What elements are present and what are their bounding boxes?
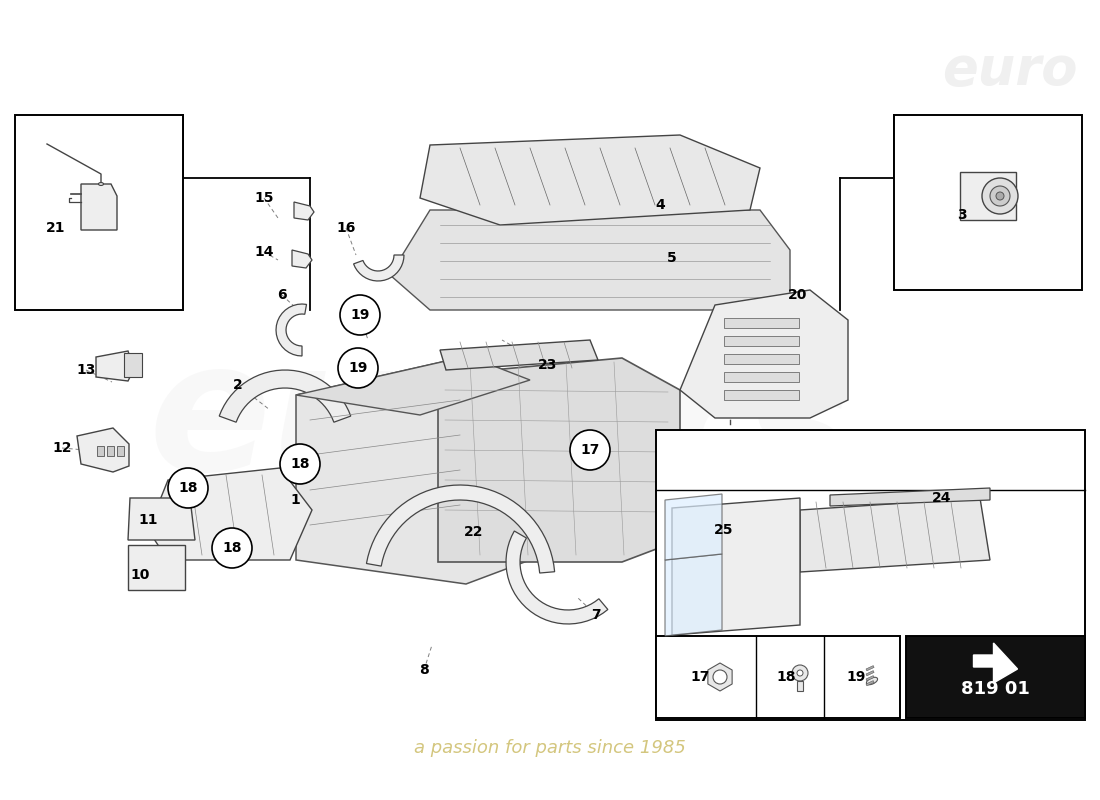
- Text: 819 01: 819 01: [961, 680, 1030, 698]
- Text: 16: 16: [337, 221, 355, 235]
- Polygon shape: [680, 290, 848, 418]
- Text: 13: 13: [76, 363, 96, 377]
- Text: 15: 15: [254, 191, 274, 205]
- Bar: [117, 446, 124, 456]
- Text: 11: 11: [139, 513, 157, 527]
- Polygon shape: [96, 351, 134, 381]
- Text: euro: euro: [148, 332, 612, 508]
- Text: 17: 17: [581, 443, 600, 457]
- Circle shape: [713, 670, 727, 684]
- Text: 4: 4: [656, 198, 664, 212]
- Circle shape: [792, 665, 808, 681]
- Polygon shape: [672, 498, 800, 635]
- Polygon shape: [438, 358, 680, 562]
- Circle shape: [168, 468, 208, 508]
- Text: 7: 7: [591, 608, 601, 622]
- Text: a passion for parts since 1985: a passion for parts since 1985: [414, 739, 686, 757]
- Text: 20: 20: [789, 288, 807, 302]
- Bar: [97, 446, 104, 456]
- Polygon shape: [296, 356, 530, 415]
- Text: 22: 22: [464, 525, 484, 539]
- Bar: [15, 115, 183, 310]
- Polygon shape: [666, 554, 722, 636]
- Polygon shape: [440, 340, 598, 370]
- Polygon shape: [390, 210, 790, 310]
- Text: 21: 21: [46, 221, 66, 235]
- Text: 8: 8: [419, 663, 429, 677]
- Bar: [724, 318, 799, 328]
- Polygon shape: [353, 255, 404, 281]
- Text: 18: 18: [777, 670, 795, 684]
- Bar: [894, 115, 1082, 290]
- Circle shape: [340, 295, 379, 335]
- Circle shape: [990, 186, 1010, 206]
- Text: 14: 14: [254, 245, 274, 259]
- Text: 19: 19: [350, 308, 370, 322]
- Bar: [724, 354, 799, 364]
- Bar: [906, 636, 1085, 718]
- Polygon shape: [81, 184, 117, 230]
- Polygon shape: [128, 498, 195, 540]
- Polygon shape: [294, 202, 313, 220]
- Text: 1: 1: [290, 493, 300, 507]
- Polygon shape: [292, 250, 312, 268]
- Bar: [724, 336, 799, 346]
- Polygon shape: [506, 531, 608, 624]
- Bar: [656, 430, 1085, 720]
- Text: euro
cars: euro cars: [943, 44, 1078, 156]
- Ellipse shape: [99, 182, 103, 186]
- Circle shape: [996, 192, 1004, 200]
- Circle shape: [798, 670, 803, 676]
- Text: 24: 24: [933, 491, 952, 505]
- Text: 18: 18: [222, 541, 242, 555]
- Bar: [124, 353, 142, 377]
- Bar: [866, 666, 874, 671]
- Polygon shape: [296, 356, 530, 584]
- Polygon shape: [830, 488, 990, 506]
- Polygon shape: [666, 494, 722, 560]
- Polygon shape: [708, 663, 733, 691]
- Polygon shape: [148, 468, 312, 560]
- Polygon shape: [420, 135, 760, 225]
- Text: 23: 23: [538, 358, 558, 372]
- Text: 10: 10: [130, 568, 150, 582]
- Text: since 1985: since 1985: [952, 150, 1058, 170]
- Bar: [724, 390, 799, 400]
- Ellipse shape: [867, 678, 878, 685]
- Bar: [107, 446, 114, 456]
- Circle shape: [570, 430, 611, 470]
- Bar: [866, 676, 874, 681]
- Text: 12: 12: [53, 441, 72, 455]
- Text: cars: cars: [428, 342, 852, 518]
- Text: 17: 17: [691, 670, 710, 684]
- Polygon shape: [77, 428, 129, 472]
- Text: 6: 6: [277, 288, 287, 302]
- Polygon shape: [366, 485, 554, 573]
- Polygon shape: [276, 304, 307, 356]
- Bar: [960, 172, 1016, 220]
- Text: 19: 19: [846, 670, 866, 684]
- Text: 9: 9: [233, 531, 243, 545]
- Text: 2: 2: [233, 378, 243, 392]
- Polygon shape: [128, 545, 185, 590]
- Text: 18: 18: [178, 481, 198, 495]
- Text: 19: 19: [349, 361, 367, 375]
- Bar: [866, 681, 874, 686]
- Text: 5: 5: [667, 251, 676, 265]
- Text: 18: 18: [290, 457, 310, 471]
- Text: 3: 3: [957, 208, 967, 222]
- Text: 25: 25: [714, 523, 734, 537]
- Polygon shape: [974, 643, 1018, 683]
- Bar: [798, 681, 803, 691]
- Polygon shape: [800, 498, 990, 572]
- Bar: [724, 372, 799, 382]
- Circle shape: [212, 528, 252, 568]
- Bar: [866, 670, 874, 676]
- Circle shape: [280, 444, 320, 484]
- Bar: [656, 636, 900, 718]
- Polygon shape: [219, 370, 351, 422]
- Circle shape: [338, 348, 378, 388]
- Circle shape: [982, 178, 1018, 214]
